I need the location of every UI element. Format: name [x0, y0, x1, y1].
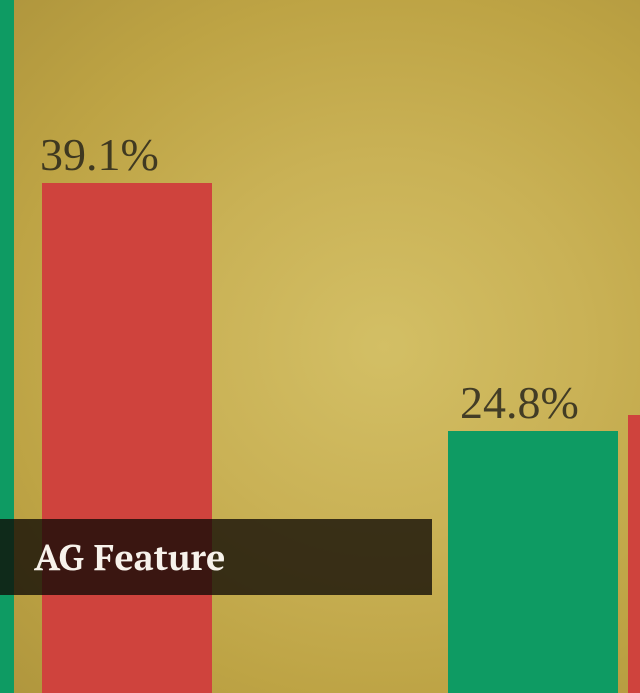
category-badge-text: AG Feature — [34, 534, 225, 581]
bar-right-red-sliver — [628, 415, 640, 693]
bar-green-value-label: 24.8% — [460, 376, 579, 429]
bar-red-value-label: 39.1% — [40, 128, 159, 181]
bar-red — [42, 183, 212, 693]
bar-green — [448, 431, 618, 693]
chart-stage: 39.1% 24.8% AG Feature — [0, 0, 640, 693]
category-badge: AG Feature — [0, 519, 432, 595]
